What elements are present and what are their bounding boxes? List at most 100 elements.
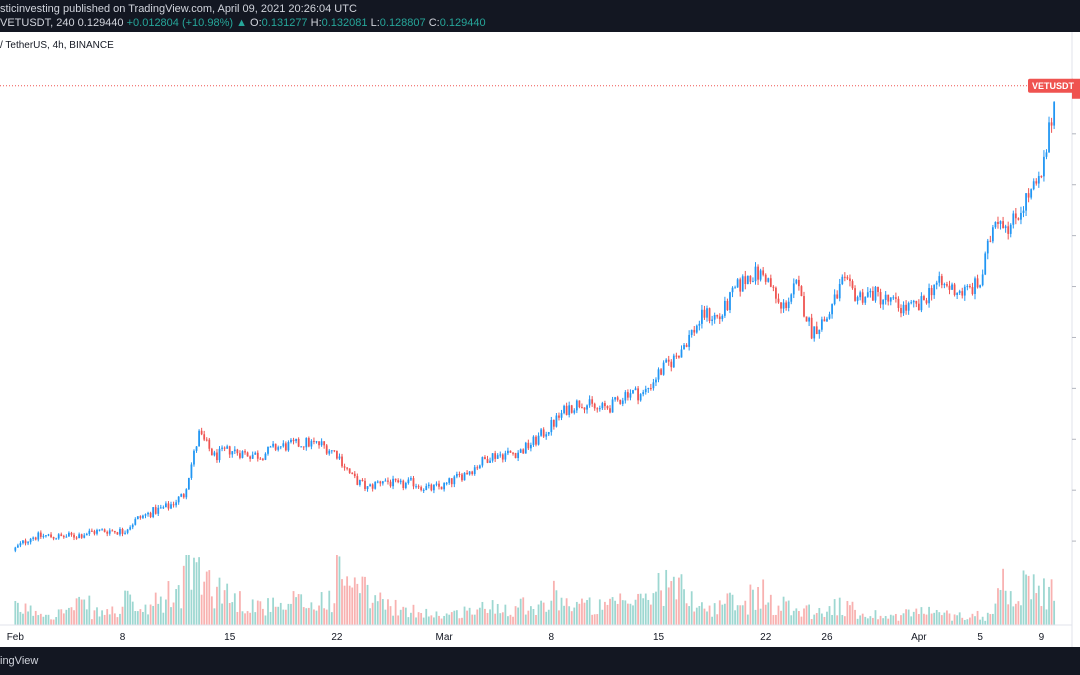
volume-bar (330, 612, 333, 625)
candle-body (933, 284, 936, 296)
candle-body (894, 297, 897, 299)
volume-bar (974, 616, 976, 625)
candle-body (433, 484, 435, 491)
volume-bar (167, 581, 170, 625)
volume-bar (231, 602, 234, 625)
volume-bar (532, 609, 535, 625)
volume-bar (404, 607, 407, 625)
candle-body (854, 288, 856, 301)
volume-bar (655, 591, 657, 625)
candle-body (364, 480, 366, 490)
volume-bar (701, 602, 703, 625)
candle-body (384, 480, 387, 482)
volume-bar (828, 606, 831, 625)
volume-bar (823, 616, 826, 625)
candle-body (826, 318, 828, 322)
candle-body (701, 309, 703, 324)
volume-bar (951, 620, 953, 625)
candle-body (729, 292, 731, 311)
volume-bar (920, 607, 923, 625)
volume-bar (775, 614, 777, 625)
volume-bar (392, 615, 394, 625)
candle-body (231, 451, 234, 455)
candle-body (1022, 210, 1025, 213)
volume-bar (803, 608, 805, 625)
top-info-bar: sticinvesting published on TradingView.c… (0, 0, 1080, 32)
volume-bar (1022, 570, 1025, 625)
candle-body (637, 388, 639, 401)
candlestick-chart[interactable]: Feb 8 15 22 Mar 8 15 22 26 Apr 5 9 VETUSDT (0, 32, 1080, 647)
volume-bar (455, 610, 458, 625)
candle-body (739, 279, 742, 292)
volume-bar (73, 610, 75, 625)
volume-bar (277, 606, 280, 625)
candle-body (113, 530, 116, 533)
candle-body (313, 440, 315, 442)
candle-body (190, 464, 193, 478)
candle-body (34, 537, 37, 540)
candle-body (170, 504, 172, 509)
volume-bar (706, 611, 708, 625)
candle-body (223, 447, 226, 449)
volume-bar (604, 601, 606, 625)
candle-body (718, 316, 721, 320)
candle-body (394, 478, 397, 481)
candle-body (103, 529, 106, 532)
volume-bar (101, 610, 103, 625)
candle-body (813, 326, 816, 339)
candle-body (547, 432, 550, 435)
volume-bar (808, 604, 810, 625)
candle-body (165, 503, 167, 508)
volume-bar (560, 597, 563, 625)
candle-body (991, 227, 994, 242)
volume-bar (284, 609, 287, 625)
candle-body (808, 317, 810, 322)
candle-body (37, 532, 40, 540)
candle-body (935, 282, 938, 285)
volume-bar (703, 608, 706, 625)
candle-body (1045, 152, 1048, 157)
volume-bar (65, 609, 68, 625)
candle-body (803, 296, 805, 317)
candle-body (203, 434, 206, 440)
volume-bar (198, 557, 200, 625)
candle-body (997, 221, 999, 224)
candle-body (338, 456, 341, 459)
volume-bar (552, 580, 555, 625)
volume-bar (147, 614, 149, 625)
candle-body (404, 483, 407, 488)
price-tag: VETUSDT (1028, 78, 1080, 99)
volume-bar (364, 576, 366, 625)
candle-body (438, 483, 440, 487)
candle-body (795, 279, 798, 284)
candle-body (407, 479, 410, 484)
candle-body (379, 481, 382, 484)
candle-body (154, 507, 157, 514)
volume-bar (320, 592, 323, 625)
candle-body (142, 515, 144, 518)
candle-body (1037, 176, 1040, 184)
volume-bar (496, 603, 499, 625)
volume-bar (221, 603, 223, 625)
candle-body (762, 270, 765, 275)
volume-bar (471, 614, 474, 625)
volume-bar (361, 576, 364, 625)
volume-bar (1009, 591, 1012, 625)
candle-body (849, 278, 851, 282)
volume-bar (96, 607, 98, 625)
candle-body (70, 532, 73, 535)
volume-bar (690, 591, 693, 625)
candle-body (716, 315, 719, 317)
candle-body (619, 399, 622, 404)
candle-body (32, 537, 35, 539)
candle-body (1009, 224, 1012, 234)
volume-bar (624, 600, 627, 625)
volume-bar (346, 576, 349, 625)
candle-body (545, 434, 548, 437)
candle-body (583, 407, 586, 410)
volume-bar (170, 607, 172, 625)
candle-body (1007, 226, 1010, 234)
candle-body (550, 419, 553, 433)
time-axis-label: 9 (1039, 632, 1045, 643)
candle-body (626, 392, 629, 398)
